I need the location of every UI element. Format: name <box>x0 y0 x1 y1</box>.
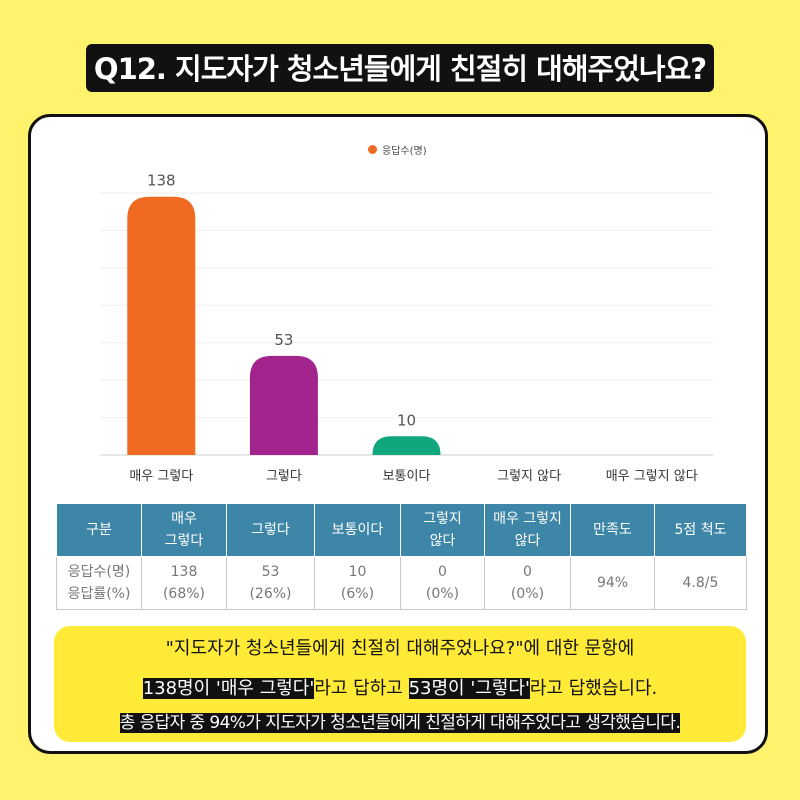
summary-highlight-3: 총 응답자 중 94%가 지도자가 청소년들에게 친절하게 대해주었다고 생각했… <box>119 713 681 733</box>
category-label: 매우 그렇다 <box>129 469 193 484</box>
legend-swatch <box>368 145 377 154</box>
summary-line-2: 138명이 '매우 그렇다'라고 답하고 53명이 '그렇다'라고 답했습니다. <box>54 674 746 700</box>
bar <box>127 196 196 455</box>
title-wrap: Q12. 지도자가 청소년들에게 친절히 대해주었나요? <box>0 44 800 92</box>
summary-text-2: 라고 답했습니다. <box>529 678 658 699</box>
bar <box>372 436 441 455</box>
data-label: 10 <box>397 411 416 429</box>
summary-highlight-1: 138명이 '매우 그렇다' <box>142 678 315 699</box>
table-header: 5점 척도 <box>654 503 747 557</box>
summary-box: "지도자가 청소년들에게 친절히 대해주었나요?"에 대한 문항에 138명이 … <box>54 626 746 742</box>
table-header: 매우 그렇지 않다 <box>484 503 571 557</box>
data-label: 53 <box>274 331 293 349</box>
table-header: 그렇지 않다 <box>400 503 485 557</box>
summary-line-1: "지도자가 청소년들에게 친절히 대해주었나요?"에 대한 문항에 <box>165 638 635 659</box>
satisfaction-cell: 94% <box>570 556 655 610</box>
table-cell: 138 (68%) <box>141 556 227 610</box>
table-cell: 53 (26%) <box>226 556 315 610</box>
table-header: 보통이다 <box>314 503 401 557</box>
category-label: 그렇지 않다 <box>497 469 561 484</box>
table-header: 만족도 <box>570 503 655 557</box>
chart-labels: 138 매우 그렇다 53 그렇다 10 보통이다 그렇지 않다 매우 그렇지 않다 <box>129 172 697 484</box>
table-cell: 0 (0%) <box>484 556 571 610</box>
data-label: 138 <box>147 172 176 190</box>
table-cell: 0 (0%) <box>400 556 485 610</box>
stats-table: 구분 매우 그렇다 그렇다 보통이다 그렇지 않다 매우 그렇지 않다 만족도 5점 … <box>56 503 747 610</box>
category-label: 그렇다 <box>266 469 302 484</box>
scale-cell: 4.8/5 <box>654 556 747 610</box>
bar <box>249 355 318 455</box>
category-label: 보통이다 <box>383 469 431 484</box>
table-cell: 10 (6%) <box>314 556 401 610</box>
page-title: Q12. 지도자가 청소년들에게 친절히 대해주었나요? <box>85 44 715 92</box>
table-header: 그렇다 <box>226 503 315 557</box>
chart-legend: 응답수(명) <box>368 142 427 157</box>
chart-bars <box>127 196 441 455</box>
table-header: 구분 <box>56 503 142 557</box>
chart-grid <box>100 192 713 456</box>
table-header: 매우 그렇다 <box>141 503 227 557</box>
summary-highlight-2: 53명이 '그렇다' <box>408 678 530 699</box>
summary-line-3: 총 응답자 중 94%가 지도자가 청소년들에게 친절하게 대해주었다고 생각했… <box>54 708 746 733</box>
table-header-row: 구분 매우 그렇다 그렇다 보통이다 그렇지 않다 매우 그렇지 않다 만족도 5점 … <box>56 503 747 557</box>
summary-text-1: 라고 답하고 <box>314 678 409 699</box>
category-label: 매우 그렇지 않다 <box>606 469 698 484</box>
table-row-label: 응답수(명) 응답률(%) <box>56 556 142 610</box>
table-row: 응답수(명) 응답률(%) 138 (68%) 53 (26%) 10 (6%) 0 (0… <box>56 556 747 610</box>
legend-label: 응답수(명) <box>382 146 427 157</box>
